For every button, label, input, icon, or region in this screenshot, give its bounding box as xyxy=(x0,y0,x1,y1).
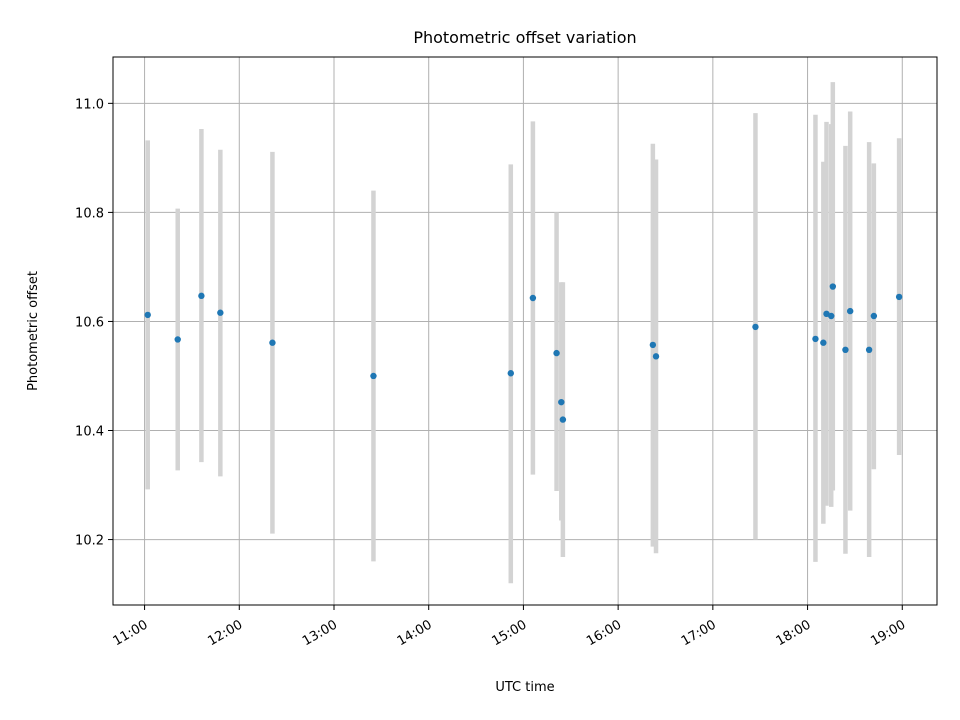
y-tick-label: 10.4 xyxy=(75,425,104,440)
data-point xyxy=(174,336,181,343)
data-point xyxy=(752,323,759,331)
data-point xyxy=(507,370,514,377)
data-point xyxy=(370,372,377,380)
y-axis-ticks: 10.2 10.4 10.6 10.8 11.0 xyxy=(75,97,113,549)
plot-frame xyxy=(112,56,938,606)
x-tick-label: 13:00 xyxy=(300,617,340,649)
x-tick-label: 14:00 xyxy=(395,617,435,649)
x-tick-label: 17:00 xyxy=(679,617,719,649)
x-axis-label: UTC time xyxy=(495,680,554,695)
y-axis-label: Photometric offset xyxy=(26,271,41,391)
grid-lines xyxy=(113,57,937,605)
x-axis-ticks: 11:00 12:00 13:00 14:00 15:00 16:00 17:00 18:00… xyxy=(111,605,908,649)
y-tick-label: 10.6 xyxy=(75,315,104,330)
data-point xyxy=(829,283,837,290)
data-point xyxy=(828,312,835,320)
data-point xyxy=(558,398,565,406)
data-points xyxy=(144,283,903,423)
data-point xyxy=(652,353,660,360)
x-tick-label: 19:00 xyxy=(868,617,908,649)
data-point xyxy=(870,312,878,320)
data-point xyxy=(895,293,903,301)
data-point xyxy=(649,341,657,349)
x-tick-label: 18:00 xyxy=(774,617,814,649)
data-point xyxy=(846,307,854,315)
data-point xyxy=(559,416,567,423)
data-point xyxy=(812,335,819,343)
data-point xyxy=(842,346,849,354)
data-point xyxy=(269,339,276,346)
data-point xyxy=(865,346,873,354)
data-point xyxy=(553,349,560,357)
data-point xyxy=(820,339,827,346)
x-tick-label: 15:00 xyxy=(489,617,529,649)
data-point xyxy=(217,309,224,316)
data-point xyxy=(144,311,151,319)
data-point xyxy=(198,292,205,300)
chart-title: Photometric offset variation xyxy=(413,28,636,47)
data-point xyxy=(529,294,537,302)
x-tick-label: 12:00 xyxy=(205,617,245,649)
x-tick-label: 11:00 xyxy=(111,617,151,649)
y-tick-label: 11.0 xyxy=(75,97,104,112)
y-tick-label: 10.2 xyxy=(75,534,104,549)
y-tick-label: 10.8 xyxy=(75,206,104,221)
x-tick-label: 16:00 xyxy=(584,617,624,649)
